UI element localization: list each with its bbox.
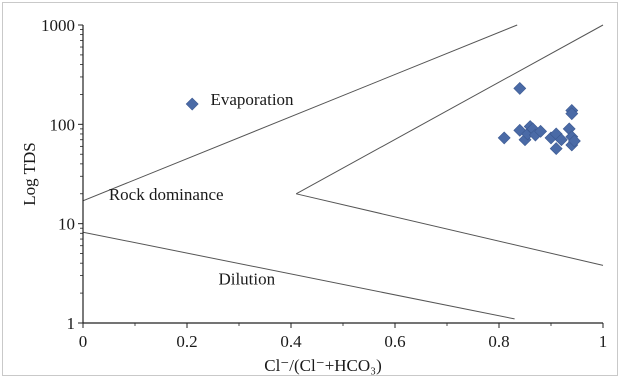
y-tick-label: 100	[50, 115, 76, 134]
data-point	[549, 142, 563, 156]
tick-labels: 1 10 100 1000 0 0.2 0.4 0.6 0.8 1	[41, 16, 607, 351]
boundary-lines	[83, 24, 604, 320]
annotations: Evaporation Rock dominance Dilution	[109, 90, 294, 289]
data-point	[554, 133, 568, 147]
data-points	[185, 81, 581, 156]
y-tick-label: 10	[58, 215, 75, 234]
y-tick-label: 1	[67, 314, 76, 333]
axes	[78, 24, 604, 328]
data-point	[185, 97, 199, 111]
scatter-chart: 1 10 100 1000 0 0.2 0.4 0.6 0.8 1 Evaporation Rock…	[20, 16, 607, 375]
x-tick-label: 0.4	[280, 332, 302, 351]
x-axis-title: Cl⁻/(Cl⁻+HCO₃)	[264, 356, 382, 375]
data-point	[534, 124, 548, 138]
y-tick-label: 1000	[41, 16, 75, 35]
x-tick-label: 0.2	[176, 332, 197, 351]
boundary-line	[296, 193, 604, 266]
x-tick-label: 0.8	[488, 332, 509, 351]
x-tick-label: 1	[599, 332, 608, 351]
data-point	[497, 131, 511, 145]
region-label: Evaporation	[210, 90, 294, 109]
region-label: Rock dominance	[109, 185, 224, 204]
x-tick-label: 0.6	[384, 332, 405, 351]
x-tick-label: 0	[79, 332, 88, 351]
data-point	[513, 81, 527, 95]
boundary-line	[83, 231, 515, 320]
data-point	[567, 134, 581, 148]
region-label: Dilution	[218, 270, 275, 289]
chart-frame: 1 10 100 1000 0 0.2 0.4 0.6 0.8 1 Evaporation Rock…	[2, 2, 618, 376]
y-axis-title: Log TDS	[20, 142, 39, 205]
boundary-line	[295, 24, 604, 195]
data-point	[565, 107, 579, 121]
boundary-line	[83, 24, 518, 202]
